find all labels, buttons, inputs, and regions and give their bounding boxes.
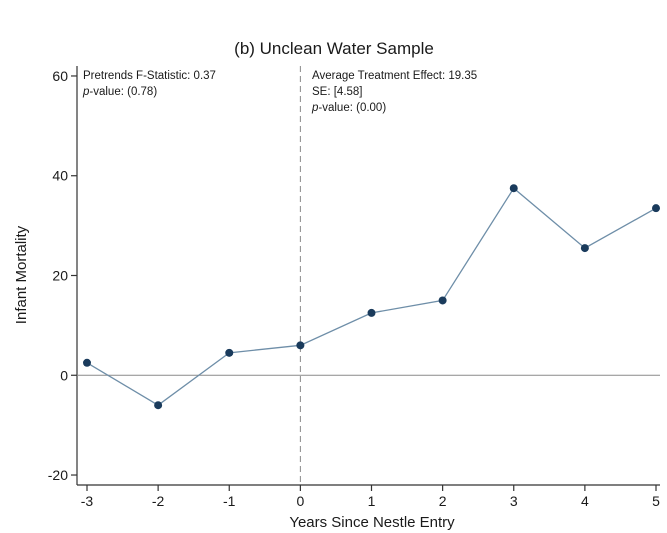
x-tick-label: 4 xyxy=(581,493,589,509)
x-tick-label: 3 xyxy=(510,493,518,509)
x-tick-label: -2 xyxy=(152,493,165,509)
chart-title: (b) Unclean Water Sample xyxy=(234,39,434,58)
x-axis-label: Years Since Nestle Entry xyxy=(289,514,455,531)
x-tick-label: 0 xyxy=(296,493,304,509)
x-tick-label: 5 xyxy=(652,493,660,509)
pretrends-annotation: Pretrends F-Statistic: 0.37 p-value: (0.… xyxy=(82,70,216,98)
x-tick-label: 2 xyxy=(439,493,447,509)
ate-p-symbol: p xyxy=(311,102,319,114)
pretrends-p-symbol: p xyxy=(82,86,90,98)
y-tick-label: -20 xyxy=(48,467,68,483)
x-tick-label: -3 xyxy=(81,493,94,509)
ate-value: Average Treatment Effect: 19.35 xyxy=(312,70,477,82)
pretrends-p-value: p-value: (0.78) xyxy=(82,86,157,98)
data-point xyxy=(580,244,589,253)
data-point xyxy=(154,401,163,410)
plot-area: -20 0 20 40 60 -3 -2 -1 0 1 2 3 4 5 xyxy=(48,66,660,509)
y-axis-label: Infant Mortality xyxy=(13,225,30,324)
data-point xyxy=(296,341,305,350)
y-ticks: -20 0 20 40 60 xyxy=(48,68,77,483)
ate-annotation: Average Treatment Effect: 19.35 SE: [4.5… xyxy=(311,70,477,114)
ate-p-rest: -value: (0.00) xyxy=(318,102,386,114)
x-ticks: -3 -2 -1 0 1 2 3 4 5 xyxy=(81,485,660,509)
data-point xyxy=(225,348,234,357)
y-tick-label: 0 xyxy=(60,367,68,383)
y-tick-label: 40 xyxy=(52,168,68,184)
ate-se: SE: [4.58] xyxy=(312,86,363,98)
ate-p-value: p-value: (0.00) xyxy=(311,102,386,114)
series xyxy=(83,184,660,410)
pretrends-f-statistic: Pretrends F-Statistic: 0.37 xyxy=(83,70,216,82)
pretrends-p-rest: -value: (0.78) xyxy=(89,86,157,98)
data-point xyxy=(509,184,518,193)
data-point xyxy=(652,204,660,213)
series-line xyxy=(86,187,657,406)
data-point xyxy=(83,358,91,367)
y-tick-label: 20 xyxy=(52,268,68,284)
data-point xyxy=(367,308,376,317)
data-point xyxy=(438,296,447,305)
x-tick-label: 1 xyxy=(368,493,376,509)
x-tick-label: -1 xyxy=(223,493,236,509)
y-tick-label: 60 xyxy=(52,68,68,84)
